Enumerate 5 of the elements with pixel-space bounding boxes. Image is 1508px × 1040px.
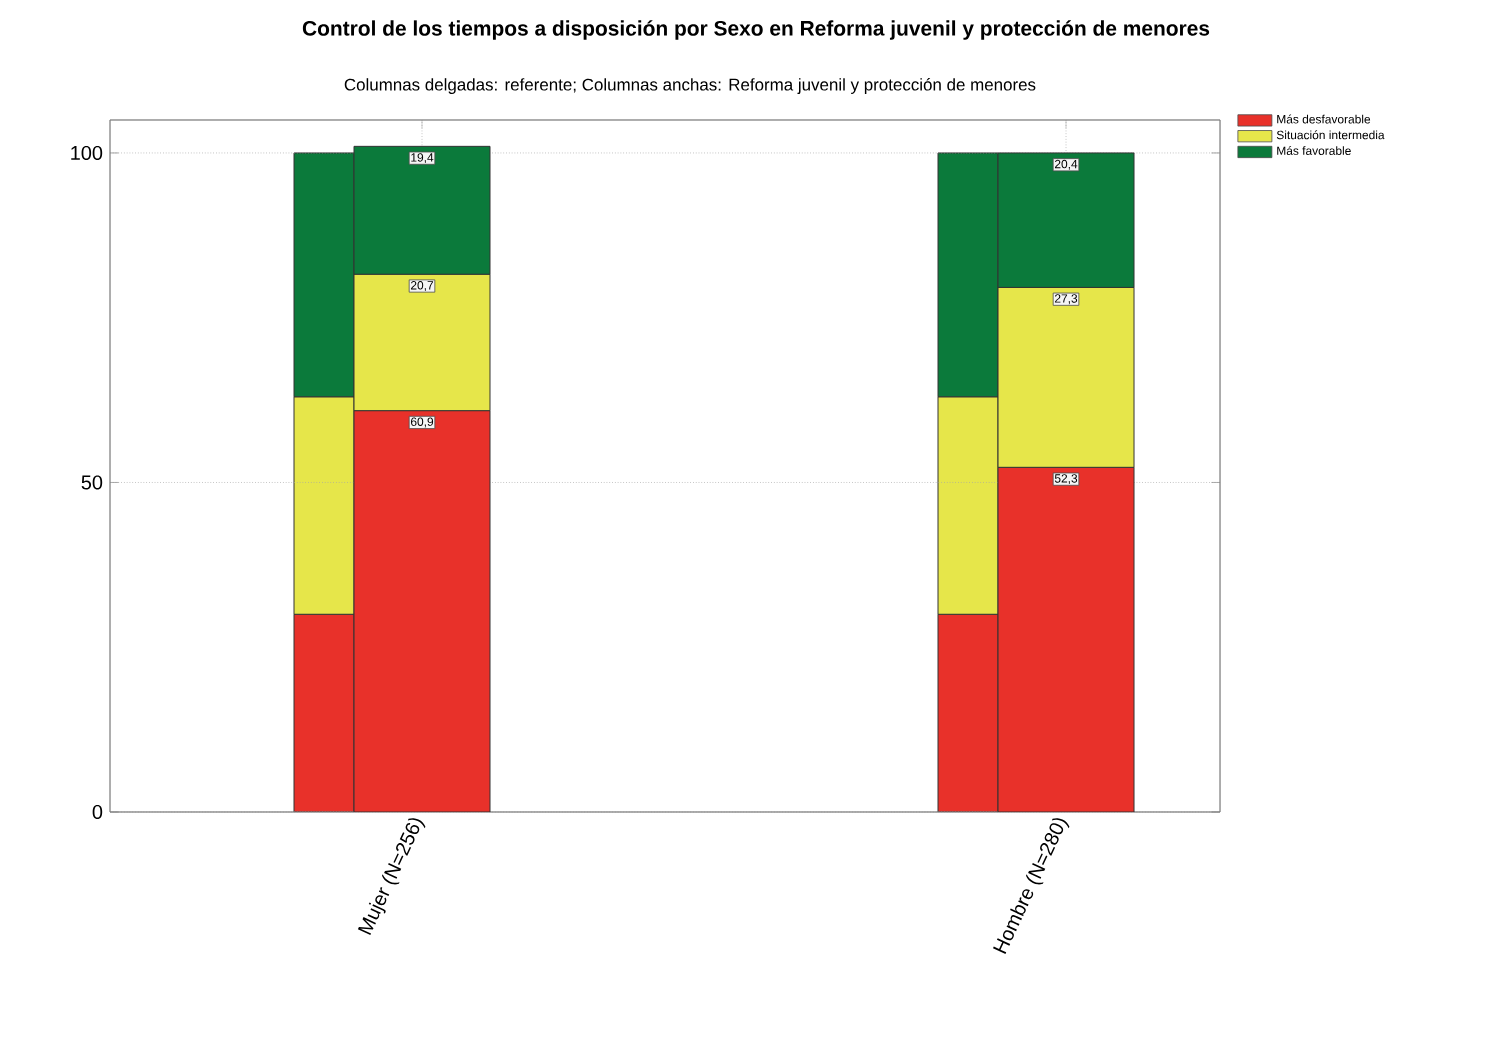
y-tick-label: 100 — [71, 145, 103, 160]
y-tick-label: 0 — [92, 804, 103, 820]
chart-title: Control de los tiempos a disposición por Sexo en Reforma juvenil y protección de menores — [302, 20, 1210, 40]
y-tick-label: 50 — [81, 475, 103, 490]
chart-subtitle: Columnas delgadas: referente; Columnas anchas: Reforma juvenil y protección de menores — [344, 78, 1036, 94]
